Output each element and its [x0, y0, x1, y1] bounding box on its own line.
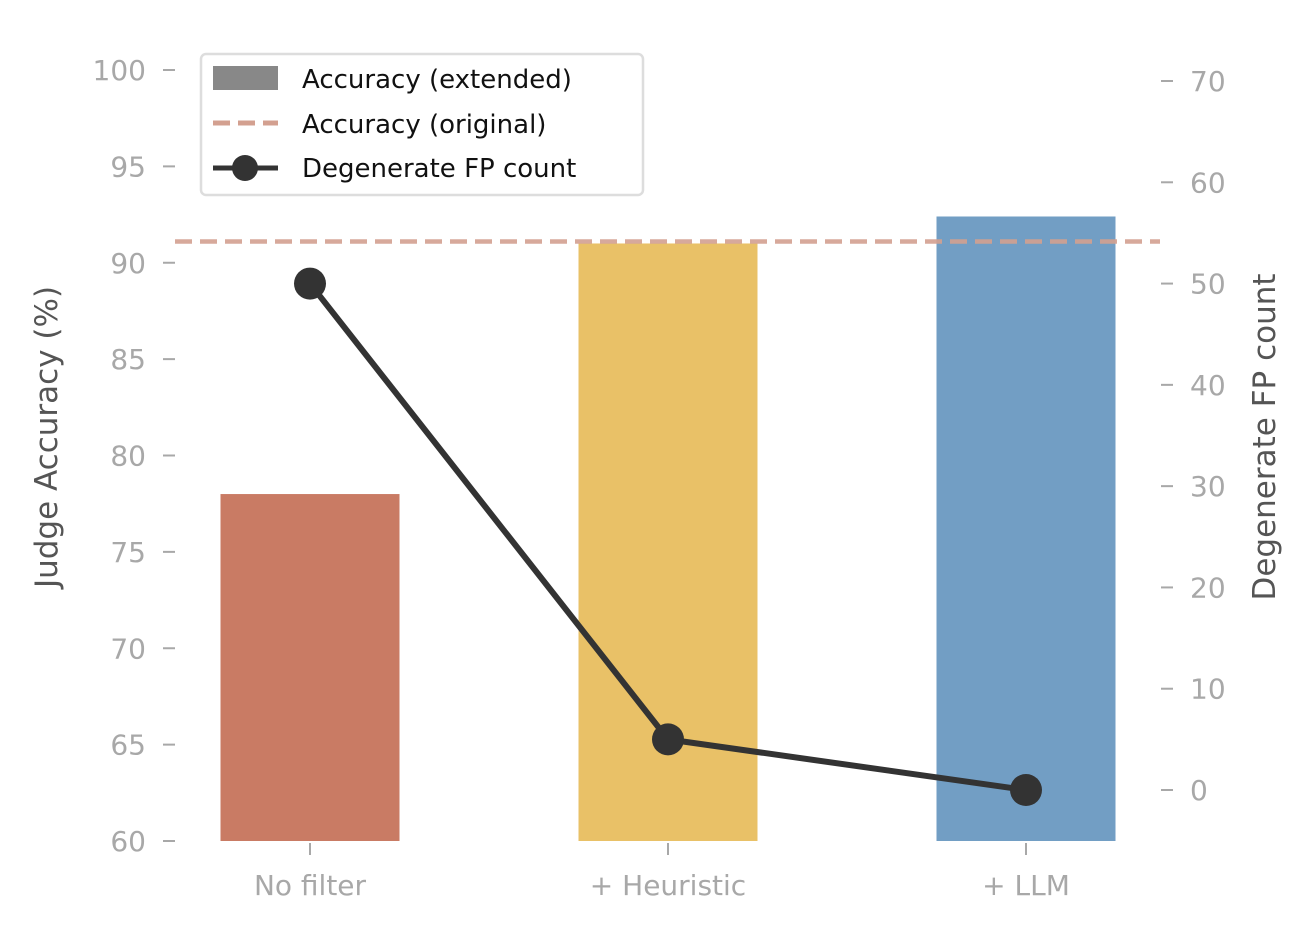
y2-tick-label-20: 20: [1190, 571, 1226, 604]
y-axis-title: Judge Accuracy (%): [29, 286, 65, 590]
y-tick-label-85: 85: [110, 343, 146, 376]
y2-tick-label-10: 10: [1190, 673, 1226, 706]
y-tick-label-90: 90: [110, 247, 146, 280]
x-tick-label-2: + LLM: [982, 869, 1070, 902]
right-axis: 0 10 20 30 40 50 60 70: [1161, 65, 1226, 807]
legend-swatch-marker: [232, 155, 258, 181]
legend-label-original: Accuracy (original): [302, 110, 546, 140]
bars-layer: [220, 216, 1116, 842]
x-axis: No filter + Heuristic + LLM: [254, 843, 1070, 902]
bar-2: [936, 216, 1116, 842]
y2-tick-label-50: 50: [1190, 268, 1226, 301]
y-tick-label-70: 70: [110, 632, 146, 665]
x-tick-label-0: No filter: [254, 869, 367, 902]
y2-axis-title: Degenerate FP count: [1247, 273, 1283, 600]
fp-point-0: [294, 267, 326, 300]
legend-label-extended: Accuracy (extended): [302, 65, 572, 95]
y-tick-label-100: 100: [93, 54, 146, 87]
y2-tick-label-40: 40: [1190, 369, 1226, 402]
y-tick-label-80: 80: [110, 440, 146, 473]
bar-0: [220, 494, 400, 841]
left-axis: 60 65 70 75 80 85 90 95 100: [93, 54, 175, 858]
y2-tick-label-60: 60: [1190, 166, 1226, 199]
x-tick-label-1: + Heuristic: [590, 869, 746, 902]
fp-point-2: [1010, 774, 1042, 806]
legend: Accuracy (extended) Accuracy (original) …: [199, 52, 645, 197]
y2-tick-label-0: 0: [1190, 774, 1208, 807]
legend-frame: [199, 52, 645, 197]
legend-label-fp: Degenerate FP count: [302, 154, 576, 184]
fp-line-layer: [294, 267, 1042, 806]
y2-tick-label-30: 30: [1190, 470, 1226, 503]
y-tick-label-75: 75: [110, 536, 146, 569]
y2-tick-label-70: 70: [1190, 65, 1226, 98]
y-tick-label-95: 95: [110, 150, 146, 183]
legend-swatch-bar: [213, 66, 278, 90]
y-tick-label-60: 60: [110, 825, 146, 858]
y-tick-label-65: 65: [110, 729, 146, 762]
fp-point-1: [652, 723, 684, 756]
